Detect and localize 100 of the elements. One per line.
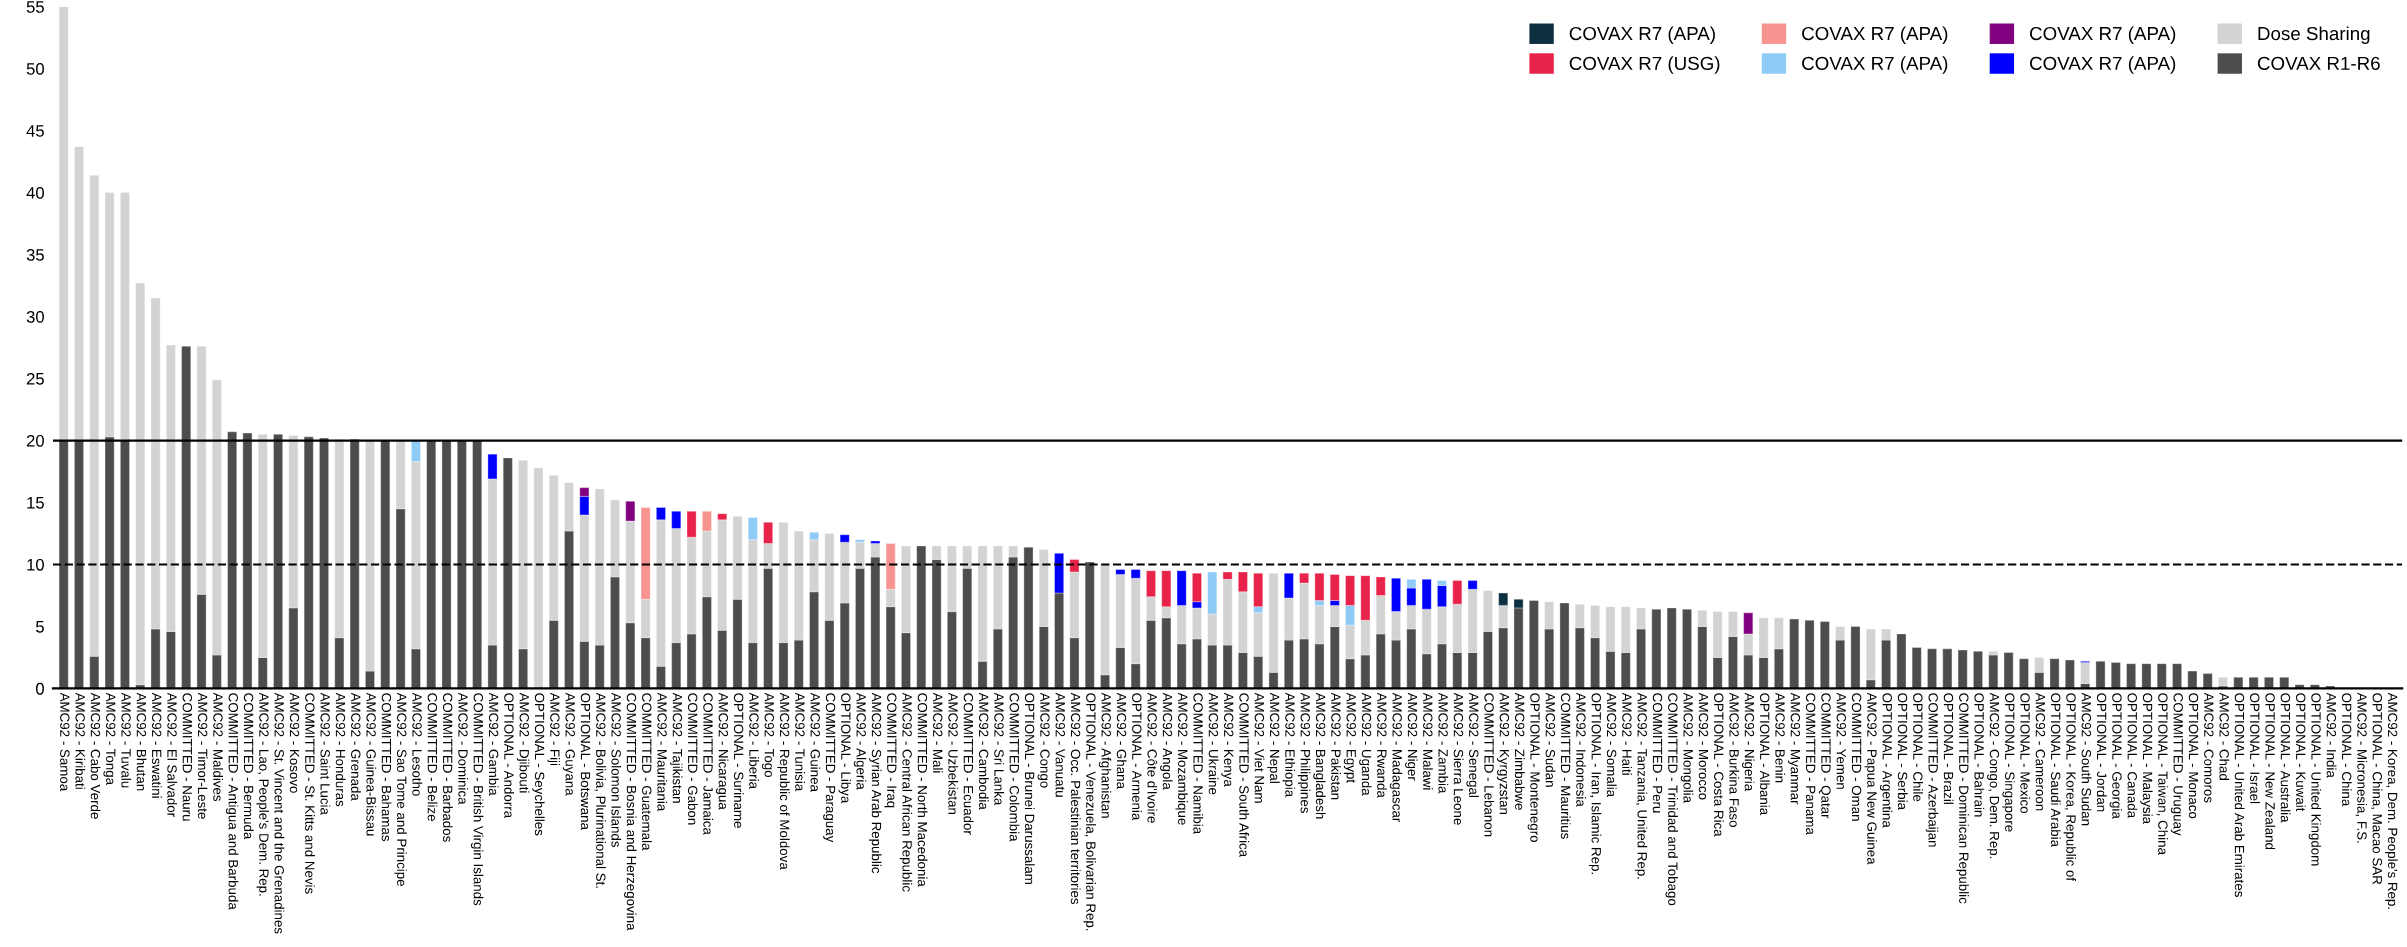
x-tick-label: COMMITTED - Jamaica — [703, 693, 714, 835]
x-tick-label: AMC92 - Comoros — [2204, 692, 2214, 803]
x-tick-label: AMC92 - Angola — [1160, 692, 1173, 790]
y-tick-label: 55 — [26, 1, 44, 13]
x-tick-label: AMC92 - Guinea — [810, 692, 821, 792]
x-tick-label: AMC92 - Tajikistan — [670, 692, 683, 803]
x-tick-label: AMC92 - Somalia — [1606, 692, 1617, 798]
x-tick-label: AMC92 - Eswatini — [151, 692, 162, 798]
x-tick-label: AMC92 - Egypt — [1343, 692, 1356, 783]
x-tick-label: AMC92 - Mauritania — [657, 692, 668, 812]
x-tick-label: AMC92 - Bangladesh — [1313, 692, 1326, 819]
x-tick-label: OPTIONAL - Serbia — [1897, 693, 1908, 810]
x-tick-label: AMC92 - Ukraine — [1208, 692, 1219, 795]
x-tick-label: OPTIONAL - Bahrain — [1974, 693, 1985, 817]
x-tick-label: AMC92 - Mongolia — [1680, 692, 1694, 804]
x-tick-label: AMC92 - Rwanda — [1377, 692, 1387, 798]
x-tick-label: OPTIONAL - Canada — [2127, 693, 2138, 819]
x-tick-label: OPTIONAL - Costa Rica — [1714, 693, 1724, 837]
x-tick-label: AMC92 - El Salvador — [167, 692, 178, 817]
x-tick-label: OPTIONAL - China, Macao SAR — [2371, 693, 2383, 885]
x-tick-label: AMC92 - Madagascar — [1389, 692, 1403, 823]
x-tick-label: AMC92 - Yemen — [1836, 692, 1847, 789]
x-tick-label: COMMITTED - Antigua and Barbuda — [225, 693, 239, 910]
x-tick-label: COMMITTED - Panama — [1805, 693, 1816, 835]
x-tick-label: AMC92 - Mali — [933, 692, 943, 773]
x-tick-label: OPTIONAL - Venezuela, Bolivarian Rep. — [1083, 693, 1096, 931]
x-tick-label: COMMITTED - Nauru — [182, 693, 193, 821]
x-tick-label: COMMITTED - Belize — [427, 693, 438, 821]
x-tick-label: AMC92 - Nepal — [1267, 692, 1280, 783]
legend-label: COVAX R1-R6 — [2257, 56, 2380, 70]
y-tick-label: 50 — [26, 63, 44, 75]
x-tick-label: OPTIONAL - Singapore — [2002, 693, 2015, 832]
x-tick-label: AMC92 - Tonga — [103, 692, 116, 786]
x-tick-label: AMC92 - Uzbekistan — [948, 692, 959, 815]
x-tick-label: AMC92 - Saint Lucia — [320, 692, 331, 815]
x-tick-label: AMC92 - Senegal — [1466, 692, 1479, 797]
x-tick-label: AMC92 - Cambodia — [978, 692, 989, 810]
legend-label: Dose Sharing — [2258, 26, 2370, 44]
x-tick-label: AMC92 - Algeria — [853, 692, 867, 790]
x-tick-label: OPTIONAL - Saudi Arabia — [2050, 693, 2061, 848]
x-tick-label: OPTIONAL - Botswana — [580, 693, 591, 830]
x-tick-label: AMC92 - Solomon Islands — [611, 692, 622, 848]
x-tick-label: AMC92 - Mozambique — [1175, 692, 1188, 825]
x-tick-label: COMMITTED - Trinidad and Tobago — [1665, 693, 1678, 906]
x-tick-label: COMMITTED - Paraguay — [823, 693, 836, 843]
x-tick-label: OPTIONAL - Kuwait — [2296, 693, 2306, 812]
x-tick-label: COMMITTED - Ecuador — [963, 693, 974, 835]
x-tick-label: AMC92 - Grenada — [351, 692, 361, 801]
x-tick-label: AMC92 - Samoa — [60, 692, 70, 792]
x-tick-label: AMC92 - Viet Nam — [1254, 692, 1265, 803]
x-tick-label: OPTIONAL - Iran, Islamic Rep. — [1588, 693, 1602, 874]
x-tick-label: OPTIONAL - United Kingdom — [2308, 693, 2322, 866]
x-tick-label: COMMITTED - Bosnia and Herzegovina — [624, 693, 637, 931]
x-tick-label: AMC92 - South Sudan — [2081, 692, 2092, 826]
x-tick-label: AMC92 - Guinea-Bissau — [366, 692, 377, 836]
x-tick-label: AMC92 - Afghanistan — [1098, 692, 1112, 818]
x-tick-label: AMC92 - Central African Republic — [899, 692, 913, 892]
x-tick-label: COMMITTED - North Macedonia — [917, 693, 928, 887]
x-tick-label: OPTIONAL - Korea, Republic of — [2063, 693, 2077, 882]
x-tick-label: COMMITTED - Barbados — [442, 693, 453, 842]
x-tick-label: COMMITTED - Bahamas — [381, 693, 392, 842]
y-tick-label: 30 — [26, 310, 44, 323]
x-tick-label: AMC92 - Lesotho — [412, 692, 423, 796]
x-tick-label: OPTIONAL - Australia — [2280, 693, 2291, 823]
legend-label: COVAX R7 (APA) — [1569, 26, 1715, 44]
x-tick-label: AMC92 - Philippines — [1297, 692, 1311, 813]
x-tick-label: AMC92 - Occ. Palestinian territories — [1070, 692, 1081, 905]
x-tick-label: AMC92 - Indonesia — [1576, 692, 1587, 807]
x-tick-label: COMMITTED - Qatar — [1818, 693, 1831, 819]
x-tick-label: AMC92 - Niger — [1405, 692, 1418, 781]
x-tick-label: AMC92 - Ghana — [1116, 692, 1127, 789]
x-tick-label: AMC92 - Uganda — [1359, 692, 1372, 796]
x-tick-label: OPTIONAL - Suriname — [733, 693, 744, 828]
x-tick-label: OPTIONAL - Armenia — [1132, 693, 1142, 821]
x-tick-label: AMC92 - Kenya — [1221, 692, 1234, 787]
x-tick-label: AMC92 - Togo — [761, 692, 774, 778]
x-tick-label: COMMITTED - Peru — [1652, 693, 1663, 813]
y-tick-label: 5 — [36, 621, 44, 633]
x-tick-label: AMC92 - Syrian Arab Republic — [869, 692, 882, 874]
x-tick-label: AMC92 - Sierra Leone — [1453, 692, 1464, 825]
x-tick-label: AMC92 - Gambia — [488, 692, 499, 796]
x-tick-label: COMMITTED - British Virgin Islands — [470, 693, 484, 906]
x-tick-label: OPTIONAL - Chile — [1913, 693, 1923, 802]
x-tick-label: COMMITTED - South Africa — [1239, 693, 1250, 858]
legend-label: COVAX R7 (APA) — [1802, 56, 1948, 74]
x-tick-label: AMC92 - Micronesia, F.S. — [2355, 692, 2368, 843]
x-tick-label: COMMITTED - Azerbaijan — [1925, 693, 1939, 847]
x-tick-label: AMC92 - Zimbabwe — [1514, 692, 1525, 810]
x-tick-label: OPTIONAL - Brazil — [1943, 693, 1954, 804]
x-tick-label: AMC92 - Tuvalu — [121, 692, 132, 788]
x-tick-label: AMC92 - Sao Tome and Principe — [394, 692, 407, 886]
x-tick-label: OPTIONAL - Mexico — [2020, 693, 2031, 814]
y-tick-label: 15 — [27, 497, 44, 509]
x-tick-label: AMC92 - Morocco — [1698, 692, 1709, 800]
x-tick-label: OPTIONAL - Libya — [838, 693, 851, 804]
x-tick-label: AMC92 - Cabo Verde — [90, 692, 101, 819]
x-tick-label: OPTIONAL - Albania — [1760, 693, 1770, 816]
x-tick-label: AMC92 - Bolivia, Plurinational St. — [594, 692, 606, 888]
x-tick-label: OPTIONAL - New Zealand — [2265, 693, 2276, 850]
x-tick-label: COMMITTED - Namibia — [1193, 693, 1204, 835]
